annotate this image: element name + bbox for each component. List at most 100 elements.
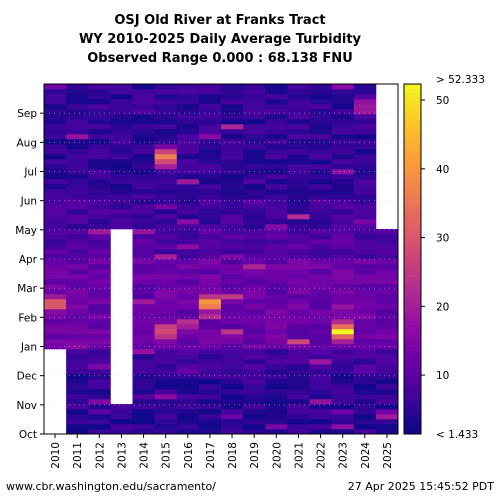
heatmap-cell bbox=[331, 194, 355, 200]
heatmap-cell bbox=[375, 249, 399, 255]
heatmap-cell bbox=[132, 409, 156, 415]
heatmap-cell bbox=[44, 139, 67, 145]
heatmap-cell bbox=[44, 144, 67, 150]
heatmap-cell bbox=[176, 379, 200, 385]
heatmap-cell bbox=[132, 204, 156, 210]
heatmap-cell bbox=[176, 159, 200, 165]
heatmap-cell bbox=[66, 184, 89, 190]
heatmap-cell bbox=[287, 229, 310, 235]
heatmap-cell bbox=[331, 364, 355, 370]
heatmap-cell bbox=[265, 309, 288, 315]
heatmap-cell bbox=[287, 304, 310, 310]
heatmap-cell bbox=[154, 204, 178, 210]
heatmap-cell bbox=[176, 134, 200, 140]
heatmap-cell bbox=[309, 364, 333, 370]
heatmap-cell bbox=[221, 229, 244, 235]
heatmap-cell bbox=[375, 314, 399, 320]
heatmap-cell bbox=[132, 259, 156, 265]
heatmap-cell bbox=[331, 94, 355, 100]
colorbar-segment bbox=[404, 149, 421, 155]
heatmap-cell bbox=[132, 154, 156, 160]
heatmap-cell bbox=[353, 179, 377, 185]
heatmap-cell bbox=[243, 284, 266, 290]
heatmap-cell bbox=[132, 184, 156, 190]
heatmap-cell bbox=[66, 309, 89, 315]
heatmap-cell bbox=[287, 144, 310, 150]
heatmap-cell bbox=[154, 299, 178, 305]
heatmap-cell bbox=[132, 239, 156, 245]
heatmap-cell bbox=[221, 369, 244, 375]
heatmap-cell bbox=[243, 109, 266, 115]
heatmap-cell bbox=[88, 309, 111, 315]
heatmap-cell bbox=[353, 334, 377, 340]
footer-timestamp: 27 Apr 2025 15:45:52 PDT bbox=[348, 480, 495, 493]
heatmap-cell bbox=[287, 404, 310, 410]
heatmap-cell bbox=[176, 414, 200, 420]
heatmap-cell bbox=[154, 189, 178, 195]
heatmap-cell bbox=[88, 424, 111, 430]
heatmap-cell bbox=[243, 339, 266, 345]
heatmap-cell bbox=[176, 404, 200, 410]
heatmap-cell bbox=[88, 89, 111, 95]
heatmap-cell bbox=[132, 174, 156, 180]
heatmap-cell bbox=[66, 269, 89, 275]
heatmap-cell bbox=[375, 344, 399, 350]
heatmap-cell bbox=[154, 249, 178, 255]
heatmap-cell bbox=[353, 89, 377, 95]
heatmap-cell bbox=[176, 204, 200, 210]
colorbar-segment bbox=[404, 425, 421, 431]
heatmap-cell bbox=[243, 429, 266, 435]
heatmap-cell bbox=[44, 109, 67, 115]
heatmap-cell bbox=[110, 89, 133, 95]
heatmap-cell bbox=[154, 264, 178, 270]
heatmap-cell bbox=[88, 229, 111, 235]
heatmap-cell bbox=[198, 269, 222, 275]
heatmap-cell bbox=[243, 174, 266, 180]
heatmap-cell bbox=[176, 339, 200, 345]
heatmap-cell bbox=[375, 279, 399, 285]
heatmap-cell bbox=[88, 179, 111, 185]
heatmap-cell bbox=[198, 324, 222, 330]
heatmap-cell bbox=[353, 269, 377, 275]
heatmap-cell bbox=[132, 94, 156, 100]
heatmap-cell bbox=[309, 139, 333, 145]
heatmap-cell bbox=[375, 254, 399, 260]
x-tick-label: 2020 bbox=[271, 442, 283, 469]
heatmap-cell bbox=[309, 284, 333, 290]
heatmap-cell bbox=[154, 424, 178, 430]
heatmap-cell bbox=[198, 189, 222, 195]
heatmap-cell bbox=[331, 314, 355, 320]
heatmap-cell bbox=[176, 244, 200, 250]
heatmap-cell bbox=[243, 334, 266, 340]
heatmap-cell bbox=[375, 264, 399, 270]
heatmap-cell bbox=[309, 389, 333, 395]
heatmap-cell bbox=[176, 374, 200, 380]
heatmap-cell bbox=[243, 214, 266, 220]
heatmap-cell bbox=[375, 364, 399, 370]
heatmap-cell bbox=[309, 314, 333, 320]
colorbar-segment bbox=[404, 241, 421, 247]
heatmap-cell bbox=[287, 419, 310, 425]
heatmap-cell bbox=[353, 259, 377, 265]
heatmap-cell bbox=[265, 99, 288, 105]
colorbar-segment bbox=[404, 311, 421, 317]
heatmap-cell bbox=[221, 264, 244, 270]
heatmap-cell bbox=[176, 184, 200, 190]
heatmap-cell bbox=[309, 219, 333, 225]
heatmap-cell bbox=[132, 134, 156, 140]
heatmap-cell bbox=[176, 144, 200, 150]
heatmap-cell bbox=[154, 334, 178, 340]
colorbar-segment bbox=[404, 114, 421, 120]
colorbar-segment bbox=[404, 298, 421, 304]
heatmap-cell bbox=[265, 204, 288, 210]
heatmap-cell bbox=[66, 324, 89, 330]
heatmap-cell bbox=[221, 144, 244, 150]
heatmap-cell bbox=[110, 404, 133, 410]
heatmap-cell bbox=[243, 409, 266, 415]
heatmap-cell bbox=[44, 304, 67, 310]
heatmap-cell bbox=[176, 119, 200, 125]
heatmap-cell bbox=[309, 239, 333, 245]
heatmap-cell bbox=[110, 154, 133, 160]
heatmap-cell bbox=[44, 279, 67, 285]
heatmap-cell bbox=[198, 334, 222, 340]
